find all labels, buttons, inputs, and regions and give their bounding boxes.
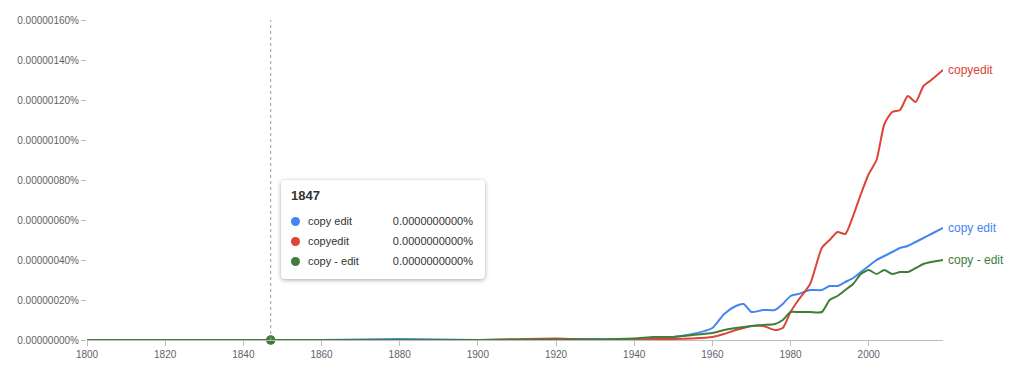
svg-text:2000: 2000 [858, 349, 881, 360]
svg-text:1880: 1880 [389, 349, 412, 360]
svg-text:1980: 1980 [779, 349, 802, 360]
svg-text:copy edit: copy edit [948, 221, 997, 235]
svg-text:0.00000040%: 0.00000040% [17, 255, 79, 266]
svg-text:0.00000060%: 0.00000060% [17, 215, 79, 226]
svg-text:0.00000100%: 0.00000100% [17, 135, 79, 146]
svg-text:1900: 1900 [467, 349, 490, 360]
svg-text:copyedit: copyedit [948, 63, 993, 77]
svg-text:0.00000120%: 0.00000120% [17, 95, 79, 106]
html-text:copy edit: copy edit [308, 215, 352, 227]
html-text:0.0000000000%: 0.0000000000% [392, 215, 473, 227]
html-text:0.0000000000%: 0.0000000000% [392, 255, 473, 267]
svg-text:0.00000000%: 0.00000000% [17, 335, 79, 346]
html-text:1847: 1847 [291, 188, 320, 203]
svg-text:0.00000020%: 0.00000020% [17, 295, 79, 306]
svg-text:1840: 1840 [232, 349, 255, 360]
svg-text:1820: 1820 [154, 349, 177, 360]
svg-text:1940: 1940 [623, 349, 646, 360]
svg-text:1860: 1860 [310, 349, 333, 360]
svg-text:copy - edit: copy - edit [948, 253, 1004, 267]
svg-text:0.00000140%: 0.00000140% [17, 55, 79, 66]
svg-text:1800: 1800 [76, 349, 99, 360]
svg-text:0.00000080%: 0.00000080% [17, 175, 79, 186]
svg-text:1960: 1960 [701, 349, 724, 360]
svg-text:0.00000160%: 0.00000160% [17, 15, 79, 26]
html-text:copy - edit: copy - edit [308, 255, 359, 267]
svg-text:1920: 1920 [545, 349, 568, 360]
html-text:0.0000000000%: 0.0000000000% [392, 235, 473, 247]
html-text:copyedit: copyedit [308, 235, 349, 247]
